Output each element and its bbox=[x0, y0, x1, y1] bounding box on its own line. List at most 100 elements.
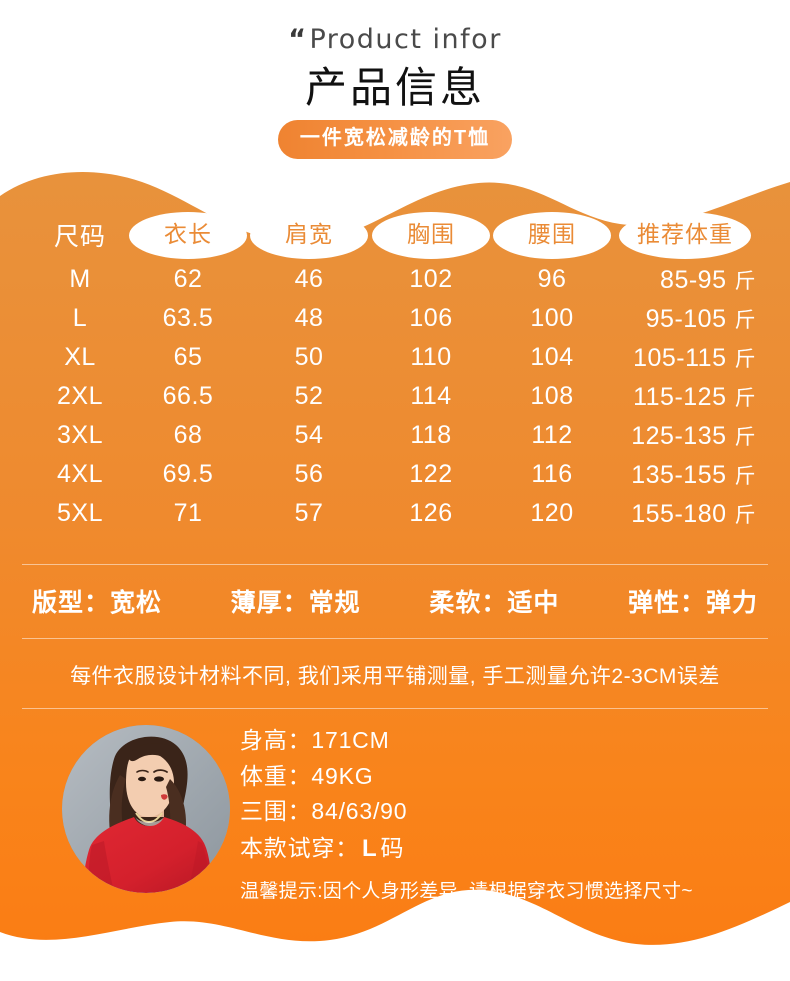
divider-below-disclaimer bbox=[22, 708, 768, 709]
cell-bust: 102 bbox=[409, 265, 453, 293]
weight-unit: 斤 bbox=[734, 425, 756, 449]
cell-bust: 118 bbox=[410, 421, 452, 449]
weight-unit: 斤 bbox=[734, 269, 756, 293]
quote-mark: “ bbox=[288, 24, 308, 55]
cell-bust: 110 bbox=[410, 343, 452, 371]
weight-unit: 斤 bbox=[734, 308, 756, 332]
cell-shoulder: 48 bbox=[294, 304, 324, 332]
cell-length: 66.5 bbox=[162, 382, 214, 410]
model-weight: 体重：49KG bbox=[240, 762, 374, 789]
cell-size: L bbox=[72, 304, 88, 332]
model-height: 身高：171CM bbox=[240, 727, 390, 753]
divider-below-attributes bbox=[22, 638, 768, 639]
model-try-on: 本款试穿： L 码 bbox=[240, 832, 780, 865]
cell-waist: 96 bbox=[537, 265, 567, 293]
cell-size: 3XL bbox=[57, 421, 103, 449]
cell-bust: 106 bbox=[409, 304, 453, 332]
cell-weight: 125-135 斤 bbox=[612, 416, 758, 455]
weight-unit: 斤 bbox=[734, 503, 756, 527]
weight-unit: 斤 bbox=[734, 464, 756, 488]
english-title: “Product infor bbox=[0, 0, 790, 53]
cell-waist: 108 bbox=[530, 382, 574, 410]
attributes-row: 版型：宽松 薄厚：常规 柔软：适中 弹性：弹力 bbox=[32, 572, 758, 630]
cell-bust: 114 bbox=[410, 382, 452, 410]
header-label-waist: 腰围 bbox=[493, 211, 611, 259]
weight-value: 135-155 bbox=[631, 460, 727, 489]
page-header: “Product infor 产品信息 一件宽松减龄的T恤 bbox=[0, 0, 790, 165]
subtitle-badge: 一件宽松减龄的T恤 bbox=[277, 120, 513, 160]
header-cell-waist: 腰围 bbox=[492, 210, 612, 260]
table-row: XL 65 50 110 104 105-115 斤 bbox=[32, 338, 758, 377]
weight-value: 95-105 bbox=[645, 304, 727, 333]
header-label-shoulder: 肩宽 bbox=[250, 211, 368, 259]
table-header-row: 尺码 衣长 肩宽 胸围 腰围 bbox=[32, 210, 758, 260]
attribute-fit: 版型：宽松 bbox=[32, 589, 163, 617]
cell-shoulder: 50 bbox=[294, 343, 324, 371]
cell-size: 4XL bbox=[57, 460, 103, 488]
cell-size: 5XL bbox=[57, 499, 103, 527]
header-cell-shoulder: 肩宽 bbox=[248, 210, 370, 260]
badge-container: 一件宽松减龄的T恤 bbox=[0, 120, 790, 160]
cell-size: XL bbox=[64, 343, 96, 371]
size-chart-body: M 62 46 102 96 85-95 斤 L bbox=[32, 260, 758, 533]
header-cell-size: 尺码 bbox=[32, 210, 128, 260]
cell-weight: 155-180 斤 bbox=[612, 494, 758, 533]
model-measurements-3: 三围：84/63/90 bbox=[240, 798, 408, 825]
cell-shoulder: 52 bbox=[294, 382, 324, 410]
try-on-size: L bbox=[362, 835, 378, 863]
header-label-bust: 胸围 bbox=[372, 211, 490, 259]
cell-waist: 116 bbox=[531, 460, 573, 488]
header-label-weight: 推荐体重 bbox=[619, 211, 751, 259]
header-cell-length: 衣长 bbox=[128, 210, 248, 260]
cell-waist: 120 bbox=[530, 499, 574, 527]
try-on-prefix: 本款试穿： bbox=[240, 835, 359, 862]
header-label-size: 尺码 bbox=[53, 223, 106, 251]
table-row: 3XL 68 54 118 112 125-135 斤 bbox=[32, 416, 758, 455]
cell-waist: 100 bbox=[530, 304, 574, 332]
cell-weight: 95-105 斤 bbox=[612, 299, 758, 338]
table-row: M 62 46 102 96 85-95 斤 bbox=[32, 260, 758, 299]
cell-waist: 112 bbox=[531, 421, 573, 449]
cell-shoulder: 57 bbox=[294, 499, 324, 527]
measurement-disclaimer: 每件衣服设计材料不同, 我们采用平铺测量, 手工测量允许2-3CM误差 bbox=[70, 665, 720, 688]
model-photo-illustration bbox=[62, 725, 230, 893]
cell-shoulder: 56 bbox=[294, 460, 324, 488]
cell-length: 65 bbox=[173, 343, 203, 371]
table-row: 4XL 69.5 56 122 116 135-155 斤 bbox=[32, 455, 758, 494]
cell-length: 68 bbox=[173, 421, 203, 449]
weight-value: 115-125 bbox=[633, 382, 727, 411]
try-on-suffix: 码 bbox=[380, 835, 405, 862]
model-info-block: 身高：171CM 体重：49KG 三围：84/63/90 本款试穿： L 码 温馨提… bbox=[0, 725, 790, 925]
weight-unit: 斤 bbox=[734, 386, 756, 410]
attribute-softness: 柔软：适中 bbox=[429, 589, 560, 617]
cell-length: 63.5 bbox=[162, 304, 214, 332]
divider-above-attributes bbox=[22, 564, 768, 565]
attribute-elasticity: 弹性：弹力 bbox=[627, 589, 758, 617]
cell-bust: 126 bbox=[409, 499, 453, 527]
cell-waist: 104 bbox=[530, 343, 574, 371]
weight-value: 85-95 bbox=[660, 265, 727, 294]
cell-weight: 105-115 斤 bbox=[612, 338, 758, 377]
model-avatar bbox=[62, 725, 230, 893]
attribute-thickness: 薄厚：常规 bbox=[230, 589, 361, 617]
panel-content: 尺码 衣长 肩宽 胸围 腰围 bbox=[0, 160, 790, 981]
cell-size: M bbox=[69, 265, 91, 293]
cell-weight: 135-155 斤 bbox=[612, 455, 758, 494]
cell-length: 71 bbox=[173, 499, 203, 527]
table-row: L 63.5 48 106 100 95-105 斤 bbox=[32, 299, 758, 338]
english-title-text: Product infor bbox=[309, 24, 502, 55]
weight-unit: 斤 bbox=[734, 347, 756, 371]
table-row: 2XL 66.5 52 114 108 115-125 斤 bbox=[32, 377, 758, 416]
weight-value: 105-115 bbox=[633, 343, 727, 372]
header-cell-weight: 推荐体重 bbox=[612, 210, 758, 260]
header-label-length: 衣长 bbox=[129, 211, 247, 259]
weight-value: 155-180 bbox=[631, 499, 727, 528]
model-measurements: 身高：171CM 体重：49KG 三围：84/63/90 本款试穿： L 码 温馨提… bbox=[240, 725, 780, 910]
cell-weight: 85-95 斤 bbox=[612, 260, 758, 299]
cell-size: 2XL bbox=[57, 382, 103, 410]
sizing-tip: 温馨提示:因个人身形差异, 请根据穿衣习惯选择尺寸~ bbox=[240, 881, 693, 903]
table-row: 5XL 71 57 126 120 155-180 斤 bbox=[32, 494, 758, 533]
cell-shoulder: 54 bbox=[294, 421, 324, 449]
cell-length: 62 bbox=[173, 265, 203, 293]
